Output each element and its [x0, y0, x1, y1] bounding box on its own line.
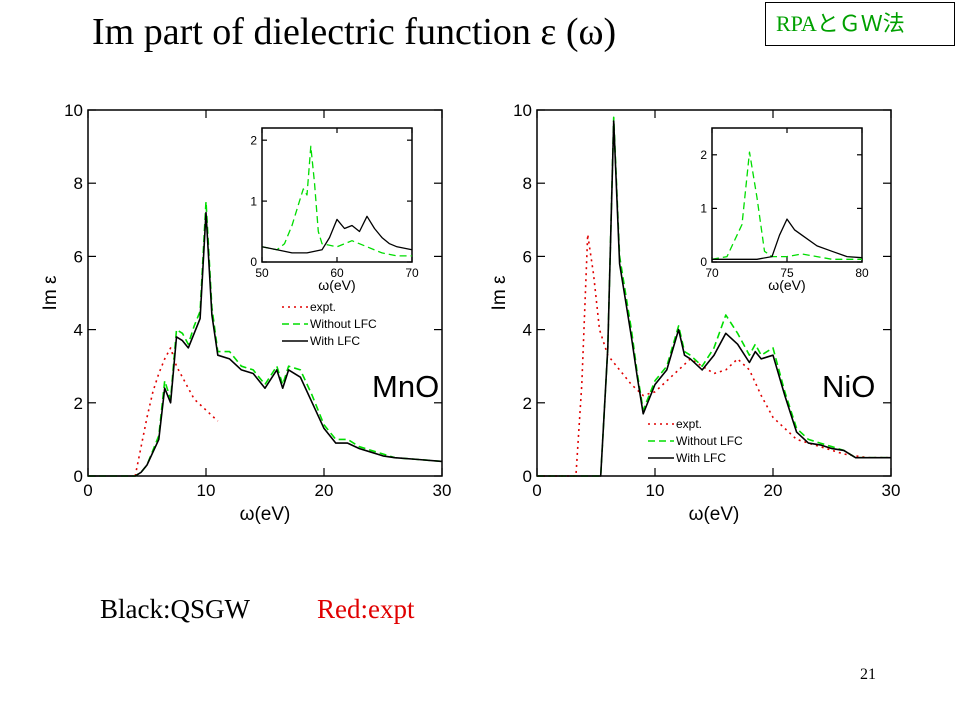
mno-x-tick-label: 30	[433, 481, 452, 500]
nio-inset-x-tick-label: 75	[780, 266, 794, 280]
mno-x-tick-label: 0	[83, 481, 92, 500]
nio-inset-y-tick-label: 1	[700, 202, 707, 216]
nio-y-tick-label: 0	[523, 467, 532, 486]
caption-red: Red:expt	[317, 594, 415, 624]
nio-plot-frame	[536, 109, 892, 477]
nio-y-tick-label: 2	[523, 394, 532, 413]
nio-inset-x-tick-label: 80	[855, 266, 869, 280]
mno-inset-background	[262, 128, 412, 262]
nio-y-tick-label: 4	[523, 321, 532, 340]
mno-y-tick-label: 2	[74, 394, 83, 413]
mno-inset-x-axis-label: ω(eV)	[318, 277, 355, 293]
method-tag: RPAとＧＷ法	[765, 2, 955, 46]
nio-legend-entry: With LFC	[676, 451, 726, 465]
mno-inset-x-tick-label: 70	[405, 266, 419, 280]
mno-x-axis-label: ω(eV)	[240, 504, 291, 525]
nio-legend-entry: expt.	[676, 417, 702, 431]
mno-legend-entry: Without LFC	[310, 317, 377, 331]
nio-y-tick-label: 6	[523, 247, 532, 266]
mno-inset-series-without-lfc	[261, 145, 412, 257]
nio-material-label: NiO	[822, 369, 875, 404]
nio-inset-series-with-lfc	[712, 218, 863, 260]
nio-y-axis-label: Im ε	[489, 275, 510, 310]
nio-x-tick-label: 20	[764, 481, 783, 500]
caption-black: Black:QSGW	[100, 594, 250, 624]
mno-y-axis-label: Im ε	[40, 275, 61, 310]
mno-series-with-lfc	[88, 211, 443, 477]
nio-inset-y-tick-label: 0	[700, 255, 707, 269]
mno-inset-series-with-lfc	[261, 215, 413, 254]
mno-material-label: MnO	[372, 369, 439, 404]
mno-y-tick-label: 8	[74, 174, 83, 193]
slide-title: Im part of dielectric function ε (ω)	[92, 11, 617, 53]
mno-legend-entry: With LFC	[310, 334, 360, 348]
mno-inset-y-tick-label: 2	[250, 133, 257, 147]
nio-x-tick-label: 10	[646, 481, 665, 500]
page-number: 21	[860, 666, 876, 683]
mno-series-without-lfc	[88, 200, 443, 477]
nio-x-tick-label: 30	[882, 481, 901, 500]
mno-series-expt-	[134, 347, 219, 477]
nio-series-with-lfc	[537, 120, 891, 477]
nio-x-axis-label: ω(eV)	[689, 504, 740, 525]
mno-inset-y-tick-label: 1	[250, 194, 257, 208]
mno-x-tick-label: 10	[197, 481, 216, 500]
nio-legend-entry: Without LFC	[676, 434, 743, 448]
mno-legend-entry: expt.	[310, 300, 336, 314]
mno-y-tick-label: 0	[74, 467, 83, 486]
nio-inset-x-axis-label: ω(eV)	[768, 277, 805, 293]
mno-y-tick-label: 6	[74, 247, 83, 266]
nio-inset-x-tick-label: 70	[705, 266, 719, 280]
mno-y-tick-label: 4	[74, 321, 83, 340]
nio-y-tick-label: 8	[523, 174, 532, 193]
mno-y-tick-label: 10	[64, 101, 83, 120]
nio-x-tick-label: 0	[532, 481, 541, 500]
nio-inset-series-without-lfc	[711, 151, 862, 260]
mno-inset-x-tick-label: 60	[330, 266, 344, 280]
mno-x-tick-label: 20	[315, 481, 334, 500]
mno-inset-y-tick-label: 0	[250, 255, 257, 269]
nio-series-without-lfc	[537, 116, 891, 477]
mno-plot-frame	[87, 109, 443, 477]
mno-inset-x-tick-label: 50	[255, 266, 269, 280]
nio-y-tick-label: 10	[513, 101, 532, 120]
nio-inset-background	[712, 128, 862, 262]
nio-inset-y-tick-label: 2	[700, 148, 707, 162]
